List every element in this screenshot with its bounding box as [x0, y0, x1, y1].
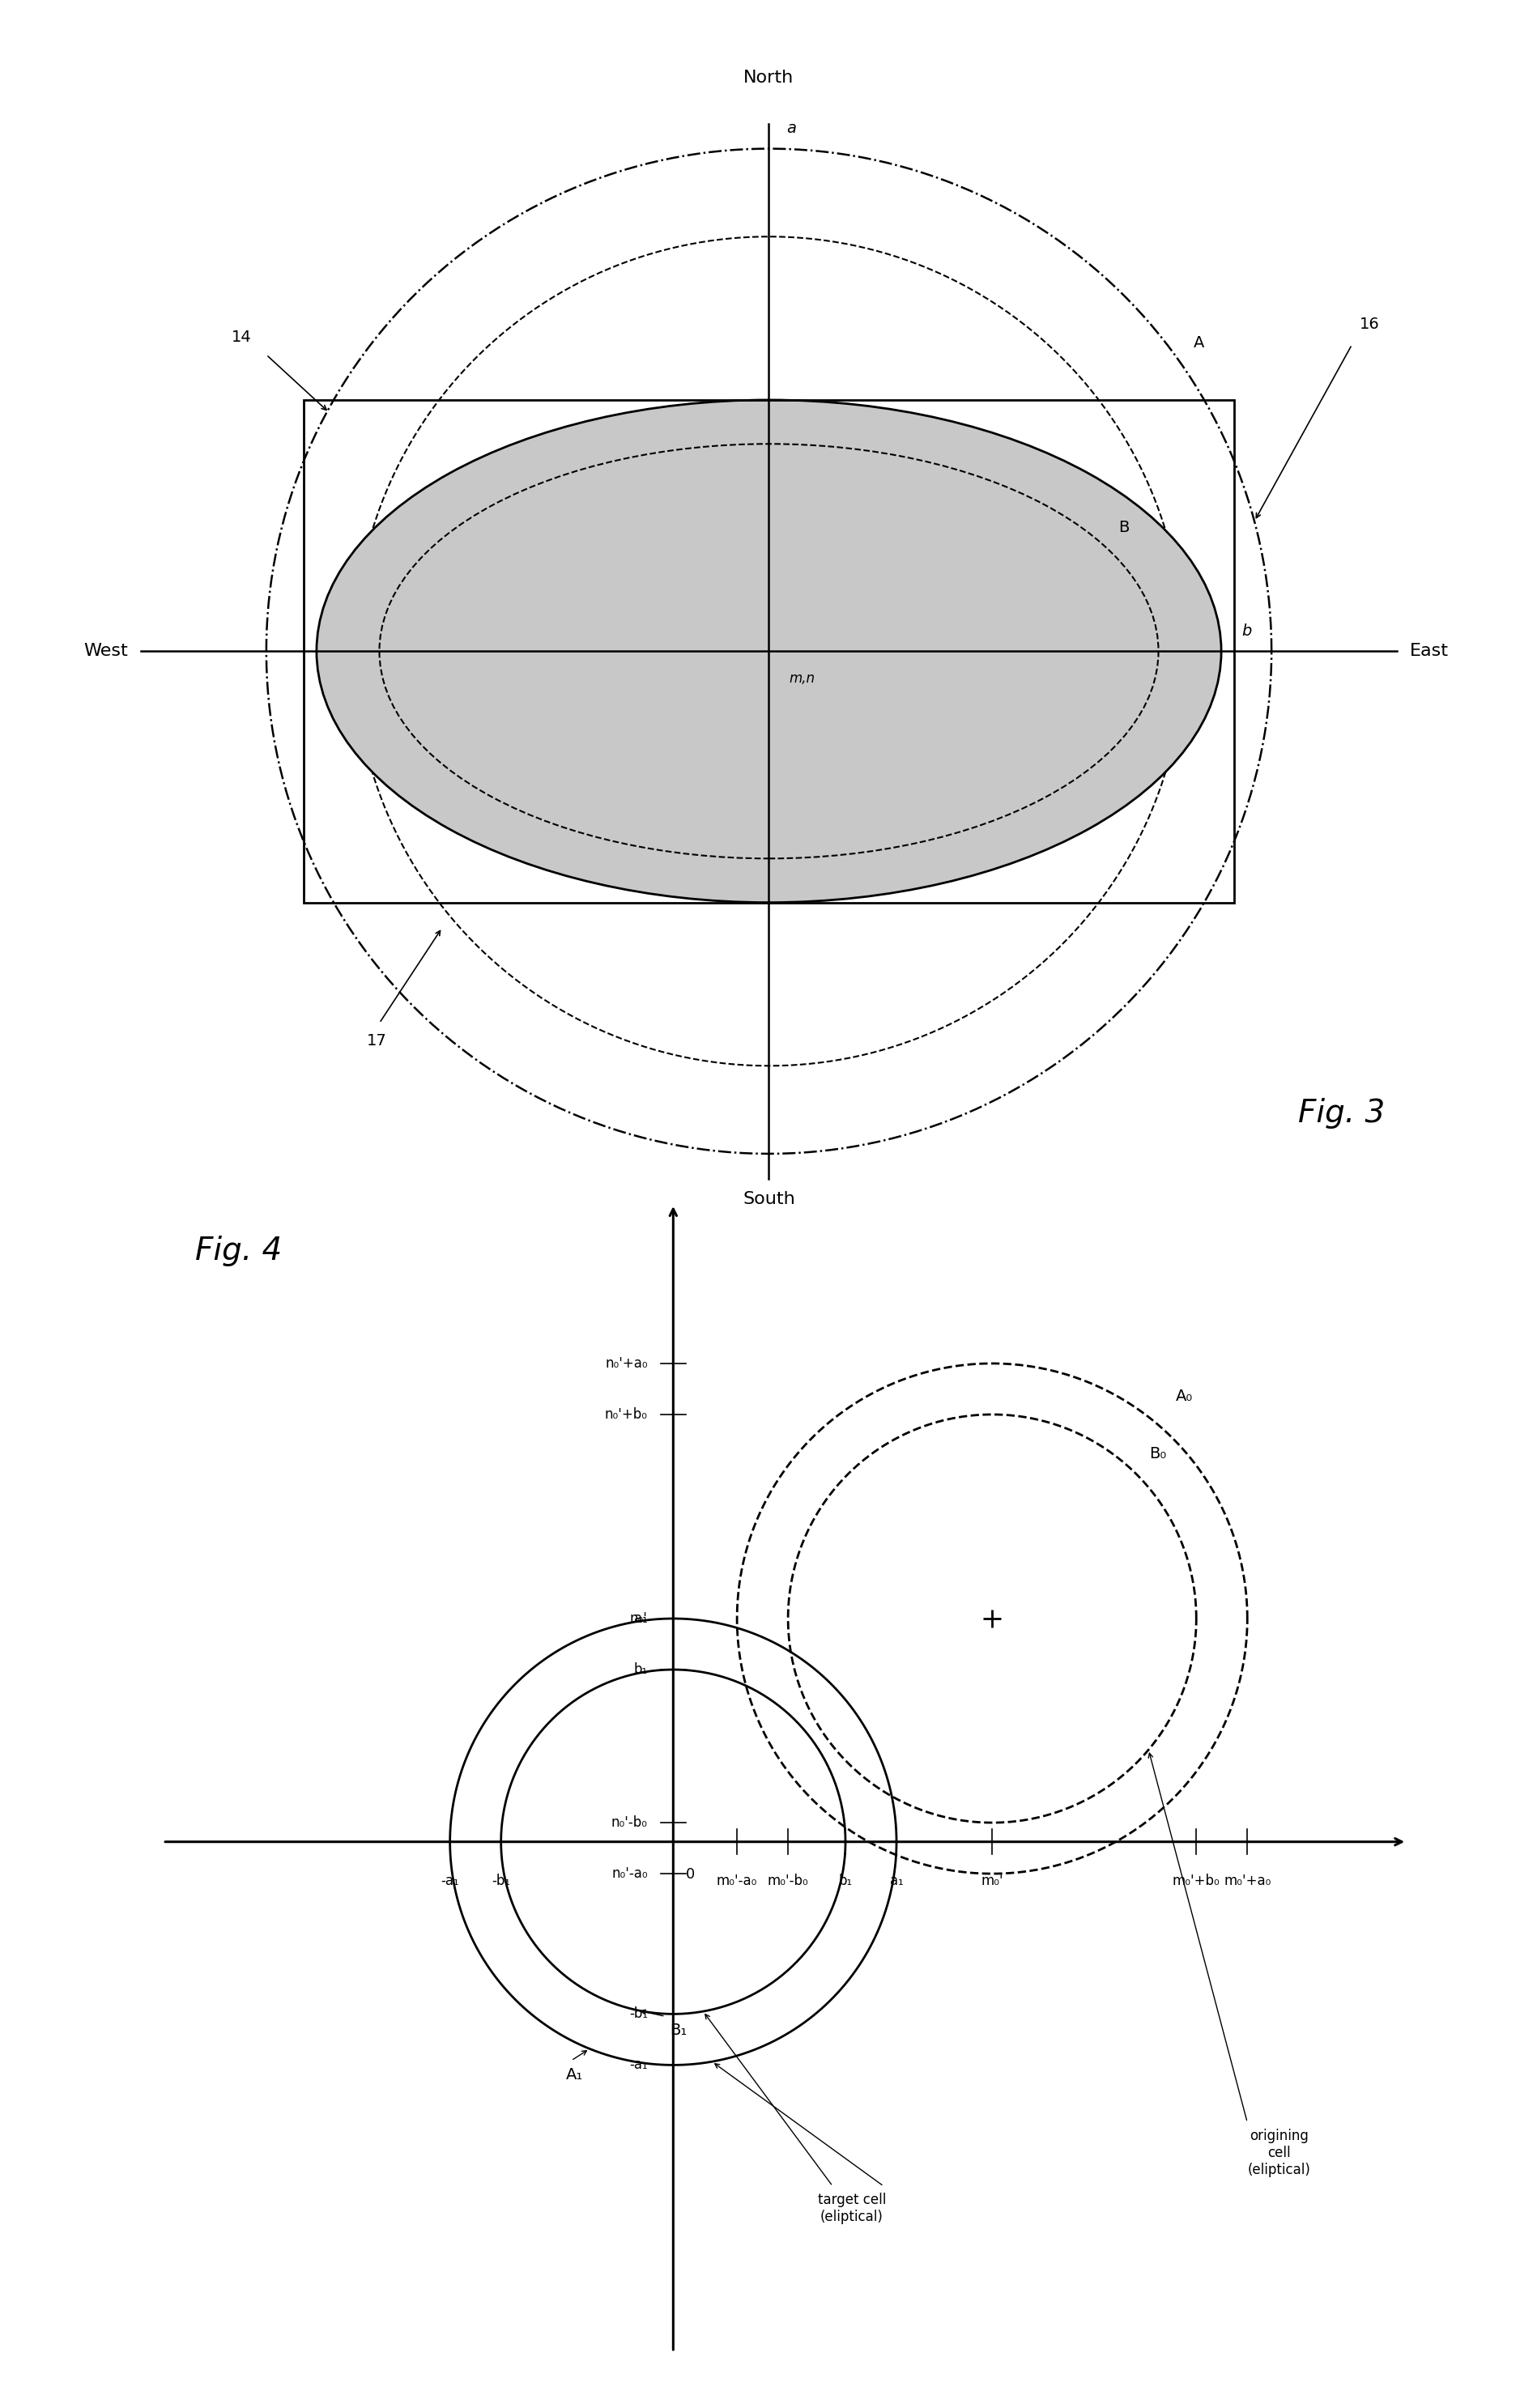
- Text: B: B: [1119, 520, 1130, 535]
- Text: m₀'-a₀: m₀'-a₀: [716, 1873, 758, 1888]
- Text: 16: 16: [1359, 318, 1379, 332]
- Text: -a₁: -a₁: [629, 2059, 647, 2073]
- Text: 17: 17: [367, 1033, 387, 1047]
- Text: 0: 0: [686, 1866, 695, 1883]
- Text: n₀'-b₀: n₀'-b₀: [610, 1816, 647, 1830]
- Ellipse shape: [317, 400, 1220, 903]
- Text: a₁: a₁: [890, 1873, 902, 1888]
- Text: b: b: [1240, 624, 1251, 638]
- Text: m₀'-b₀: m₀'-b₀: [767, 1873, 808, 1888]
- Text: -b₁: -b₁: [492, 1873, 510, 1888]
- Text: 14: 14: [231, 330, 251, 344]
- Bar: [304, 400, 1233, 903]
- Text: West: West: [83, 643, 128, 660]
- Text: A: A: [1193, 335, 1203, 352]
- Text: b₁: b₁: [838, 1873, 851, 1888]
- Text: -a₁: -a₁: [441, 1873, 460, 1888]
- Text: b₁: b₁: [633, 1662, 647, 1676]
- Text: Fig. 4: Fig. 4: [195, 1235, 281, 1267]
- Text: South: South: [742, 1192, 795, 1209]
- Text: B₁: B₁: [669, 2023, 687, 2037]
- Text: North: North: [744, 70, 793, 87]
- Text: origining
cell
(eliptical): origining cell (eliptical): [1247, 2129, 1310, 2177]
- Text: B₀: B₀: [1148, 1447, 1167, 1462]
- Text: target cell
(eliptical): target cell (eliptical): [818, 2194, 885, 2225]
- Text: m₀': m₀': [981, 1873, 1002, 1888]
- Text: m,n: m,n: [788, 672, 815, 686]
- Text: East: East: [1409, 643, 1448, 660]
- Text: n₀'+b₀: n₀'+b₀: [604, 1406, 647, 1421]
- Text: n₀'+a₀: n₀'+a₀: [604, 1356, 647, 1370]
- Text: -b₁: -b₁: [629, 2006, 647, 2020]
- Text: Fig. 3: Fig. 3: [1297, 1098, 1383, 1129]
- Text: m₀'+a₀: m₀'+a₀: [1223, 1873, 1270, 1888]
- Text: A₀: A₀: [1174, 1389, 1191, 1404]
- Text: A₁: A₁: [566, 2066, 583, 2083]
- Text: a₁: a₁: [633, 1611, 647, 1625]
- Text: m₀'+b₀: m₀'+b₀: [1171, 1873, 1219, 1888]
- Text: n₀'-a₀: n₀'-a₀: [612, 1866, 647, 1881]
- Text: n₀': n₀': [630, 1611, 647, 1625]
- Text: a: a: [785, 120, 796, 137]
